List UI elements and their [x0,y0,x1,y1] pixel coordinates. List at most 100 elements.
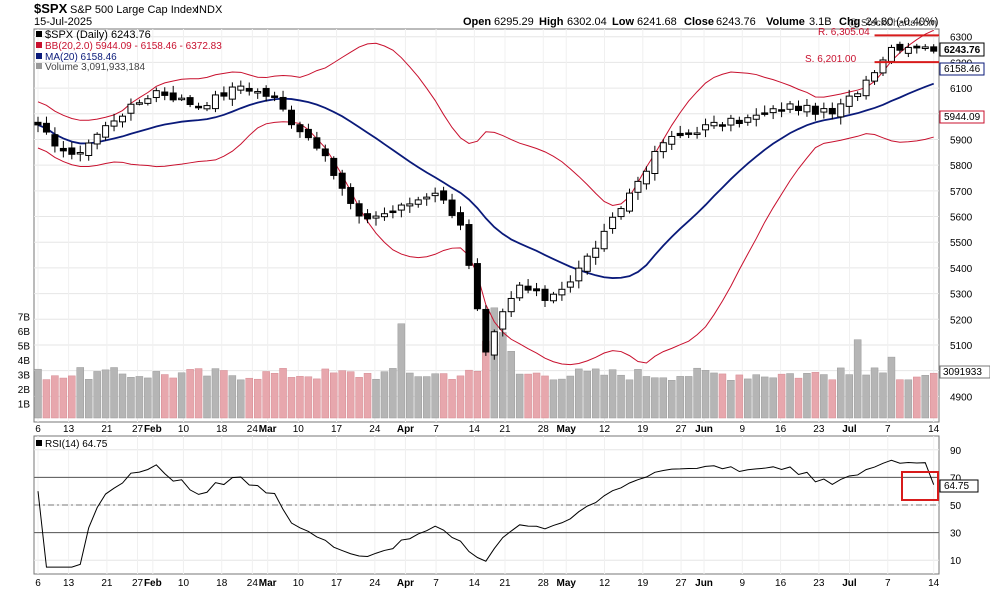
price-tick-label: 6300 [950,33,973,44]
volume-bar [541,375,549,419]
volume-bar [794,377,803,419]
volume-bar [448,379,456,419]
x-tick-label: 24 [369,424,381,435]
legend-bb: BB(20,2.0) 5944.09 - 6158.46 - 6372.83 [45,41,222,52]
candle-up [119,115,126,123]
candle-down [338,172,346,189]
candle-down [355,203,363,217]
candle-up [397,204,405,211]
x-tick-label: 10 [178,578,190,589]
x-tick-label: Jun [695,424,713,435]
volume-bar [372,378,380,419]
volume-bars [34,307,938,419]
x-tick-label: Jul [842,578,857,589]
candle-up [921,46,929,50]
candle-up [127,103,135,114]
price-tag-box [939,42,985,57]
candle-up [507,297,515,313]
x-tick-label: May [557,424,577,435]
candle-down [482,308,490,353]
volume-bar [144,377,152,419]
volume-bar [583,370,591,419]
candle-up [803,104,811,113]
volume-bar [769,377,777,419]
candle-up [211,94,219,110]
volume-bar [651,377,659,419]
volume-bar [904,379,913,419]
volume-bar [549,379,558,419]
volume-bar [828,379,837,419]
candle-down [42,122,50,133]
x-tick-label: 24 [247,578,259,589]
low-value: 6241.68 [637,16,677,28]
volume-bar [617,374,625,419]
x-tick-label: 27 [132,578,144,589]
x-tick-label: 9 [740,578,746,589]
volume-bar [127,377,135,419]
rsi-tag-box [939,479,979,493]
candle-up [380,213,388,218]
volume-tick-label: 6B [18,327,31,338]
volume-bar [313,378,321,419]
volume-tick-label: 4B [18,356,31,367]
volume-label: Volume [766,16,805,28]
rsi-line [37,459,935,568]
volume-bar [321,368,330,419]
x-tick-label: 21 [101,578,113,589]
x-tick-label: Apr [397,424,414,435]
candle-down [465,224,473,266]
candle-down [313,137,321,149]
rsi-tick-label: 90 [950,446,962,457]
volume-bar [118,373,127,419]
candle-up [414,199,422,205]
x-tick-label: Mar [259,578,277,589]
candle-down [288,109,295,126]
volume-bar [439,373,448,419]
candle-up [575,267,583,282]
candle-up [752,114,760,120]
volume-bar [752,374,760,419]
volume-tick-label: 5B [18,342,31,353]
candle-down [896,43,904,51]
volume-tag-box [939,365,990,379]
candle-up [769,108,777,114]
candle-down [34,121,42,126]
volume-bar [921,375,929,419]
volume-bar [389,368,397,419]
volume-bar [777,373,786,419]
candle-up [617,208,625,218]
candle-up [642,170,650,185]
volume-bar [287,377,296,419]
volume-bar [380,371,389,419]
price-tick-label: 5400 [950,264,973,275]
x-tick-label: 7 [885,578,891,589]
rsi-tick-label: 10 [950,556,962,567]
volume-bar [896,379,904,419]
volume-bar [499,332,507,419]
volume-bar [837,367,845,419]
volume-bar [110,367,118,419]
x-tick-label: 6 [35,424,41,435]
candle-down [304,128,312,139]
candle-down [271,95,279,98]
volume-bar [845,374,853,419]
candle-up [659,142,667,153]
x-tick-label: 21 [499,424,511,435]
candle-up [871,72,879,82]
x-tick-label: 16 [775,424,787,435]
x-tick-label: 23 [813,424,825,435]
volume-bar [684,376,693,419]
volume-bar [42,379,51,419]
volume-bar [270,373,279,419]
candle-down [676,132,684,137]
legend-box-price [36,31,42,37]
rsi-legend: RSI(14) 64.75 [36,439,108,450]
candle-up [110,120,118,127]
volume-bar [152,371,161,419]
candle-up [254,91,262,94]
volume-bar [414,376,422,419]
candle-down [533,288,541,292]
x-tick-label: Jun [695,578,713,589]
x-tick-label: 27 [676,424,688,435]
candle-down [473,263,481,310]
